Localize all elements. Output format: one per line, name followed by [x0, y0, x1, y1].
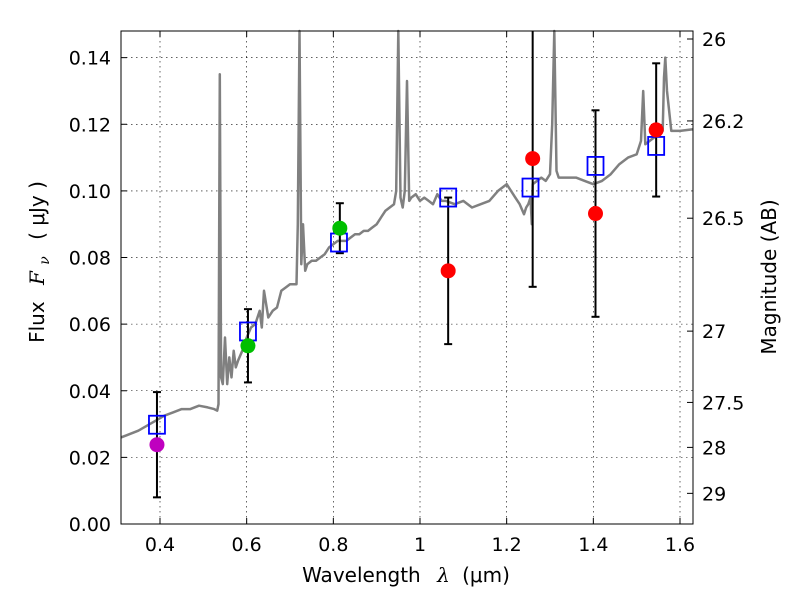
observed-flux-point	[648, 122, 664, 138]
x-tick-label: 0.4	[145, 534, 175, 556]
x-axis-label: Wavelength λ (μm)	[302, 563, 510, 587]
x-axis-label-unit: (μm)	[462, 563, 510, 587]
x-axis-label-symbol: λ	[436, 563, 450, 587]
magnitude-tick-label: 27.5	[702, 392, 744, 414]
y-tick-label: 0.10	[69, 181, 111, 203]
magnitude-tick-label: 27	[702, 321, 726, 343]
y-tick-label: 0.14	[69, 48, 111, 70]
y-axis-label-text: Flux	[25, 301, 49, 343]
y-tick-label: 0.02	[69, 447, 111, 469]
x-tick-label: 0.8	[318, 534, 348, 556]
magnitude-axis-label: Magnitude (AB)	[757, 199, 781, 354]
observed-flux-point	[588, 206, 603, 222]
observed-flux-point	[332, 220, 348, 236]
spectrum-layer	[120, 29, 694, 439]
model-spectrum-line	[120, 29, 694, 439]
y-axis-label-subscript: ν	[37, 256, 53, 265]
y-axis-ticks: 0.00 0.02 0.04 0.06 0.08 0.10 0.12 0.14	[69, 48, 127, 536]
x-tick-label: 1	[414, 534, 426, 556]
y-tick-label: 0.08	[69, 248, 111, 270]
magnitude-tick-label: 26.5	[702, 208, 744, 230]
x-axis-ticks: 0.4 0.6 0.8 1 1.2 1.4 1.6	[145, 31, 695, 556]
magnitude-tick-label: 28	[702, 437, 726, 459]
x-tick-label: 1.2	[492, 534, 522, 556]
y-tick-label: 0.06	[69, 314, 111, 336]
observed-flux-point	[525, 151, 541, 167]
x-tick-label: 1.4	[578, 534, 608, 556]
observed-points-layer	[149, 122, 664, 453]
model-photometry-marker	[148, 414, 166, 435]
y-tick-label: 0.00	[69, 514, 111, 536]
x-axis-label-text: Wavelength	[302, 563, 421, 587]
observed-flux-point	[240, 338, 256, 354]
magnitude-axis-ticks: 26 26.2 26.5 27 27.5 28 29	[687, 29, 744, 505]
y-axis-label-unit: ( μJy )	[25, 181, 49, 240]
y-axis-label: Flux F ν ( μJy )	[25, 181, 54, 343]
model-photometry-marker	[586, 156, 605, 176]
magnitude-tick-label: 26	[702, 29, 726, 51]
y-tick-label: 0.12	[69, 114, 111, 136]
model-photometry-marker	[439, 187, 458, 208]
x-tick-label: 1.6	[665, 534, 695, 556]
x-tick-label: 0.6	[232, 534, 262, 556]
y-axis-label-symbol: F	[25, 270, 49, 286]
magnitude-tick-label: 26.2	[702, 111, 744, 133]
y-tick-label: 0.04	[69, 381, 111, 403]
magnitude-tick-label: 29	[702, 483, 726, 505]
model-photometry-marker	[521, 177, 540, 198]
plot-frame	[120, 30, 694, 525]
observed-flux-point	[149, 437, 165, 453]
observed-flux-point	[440, 263, 456, 279]
